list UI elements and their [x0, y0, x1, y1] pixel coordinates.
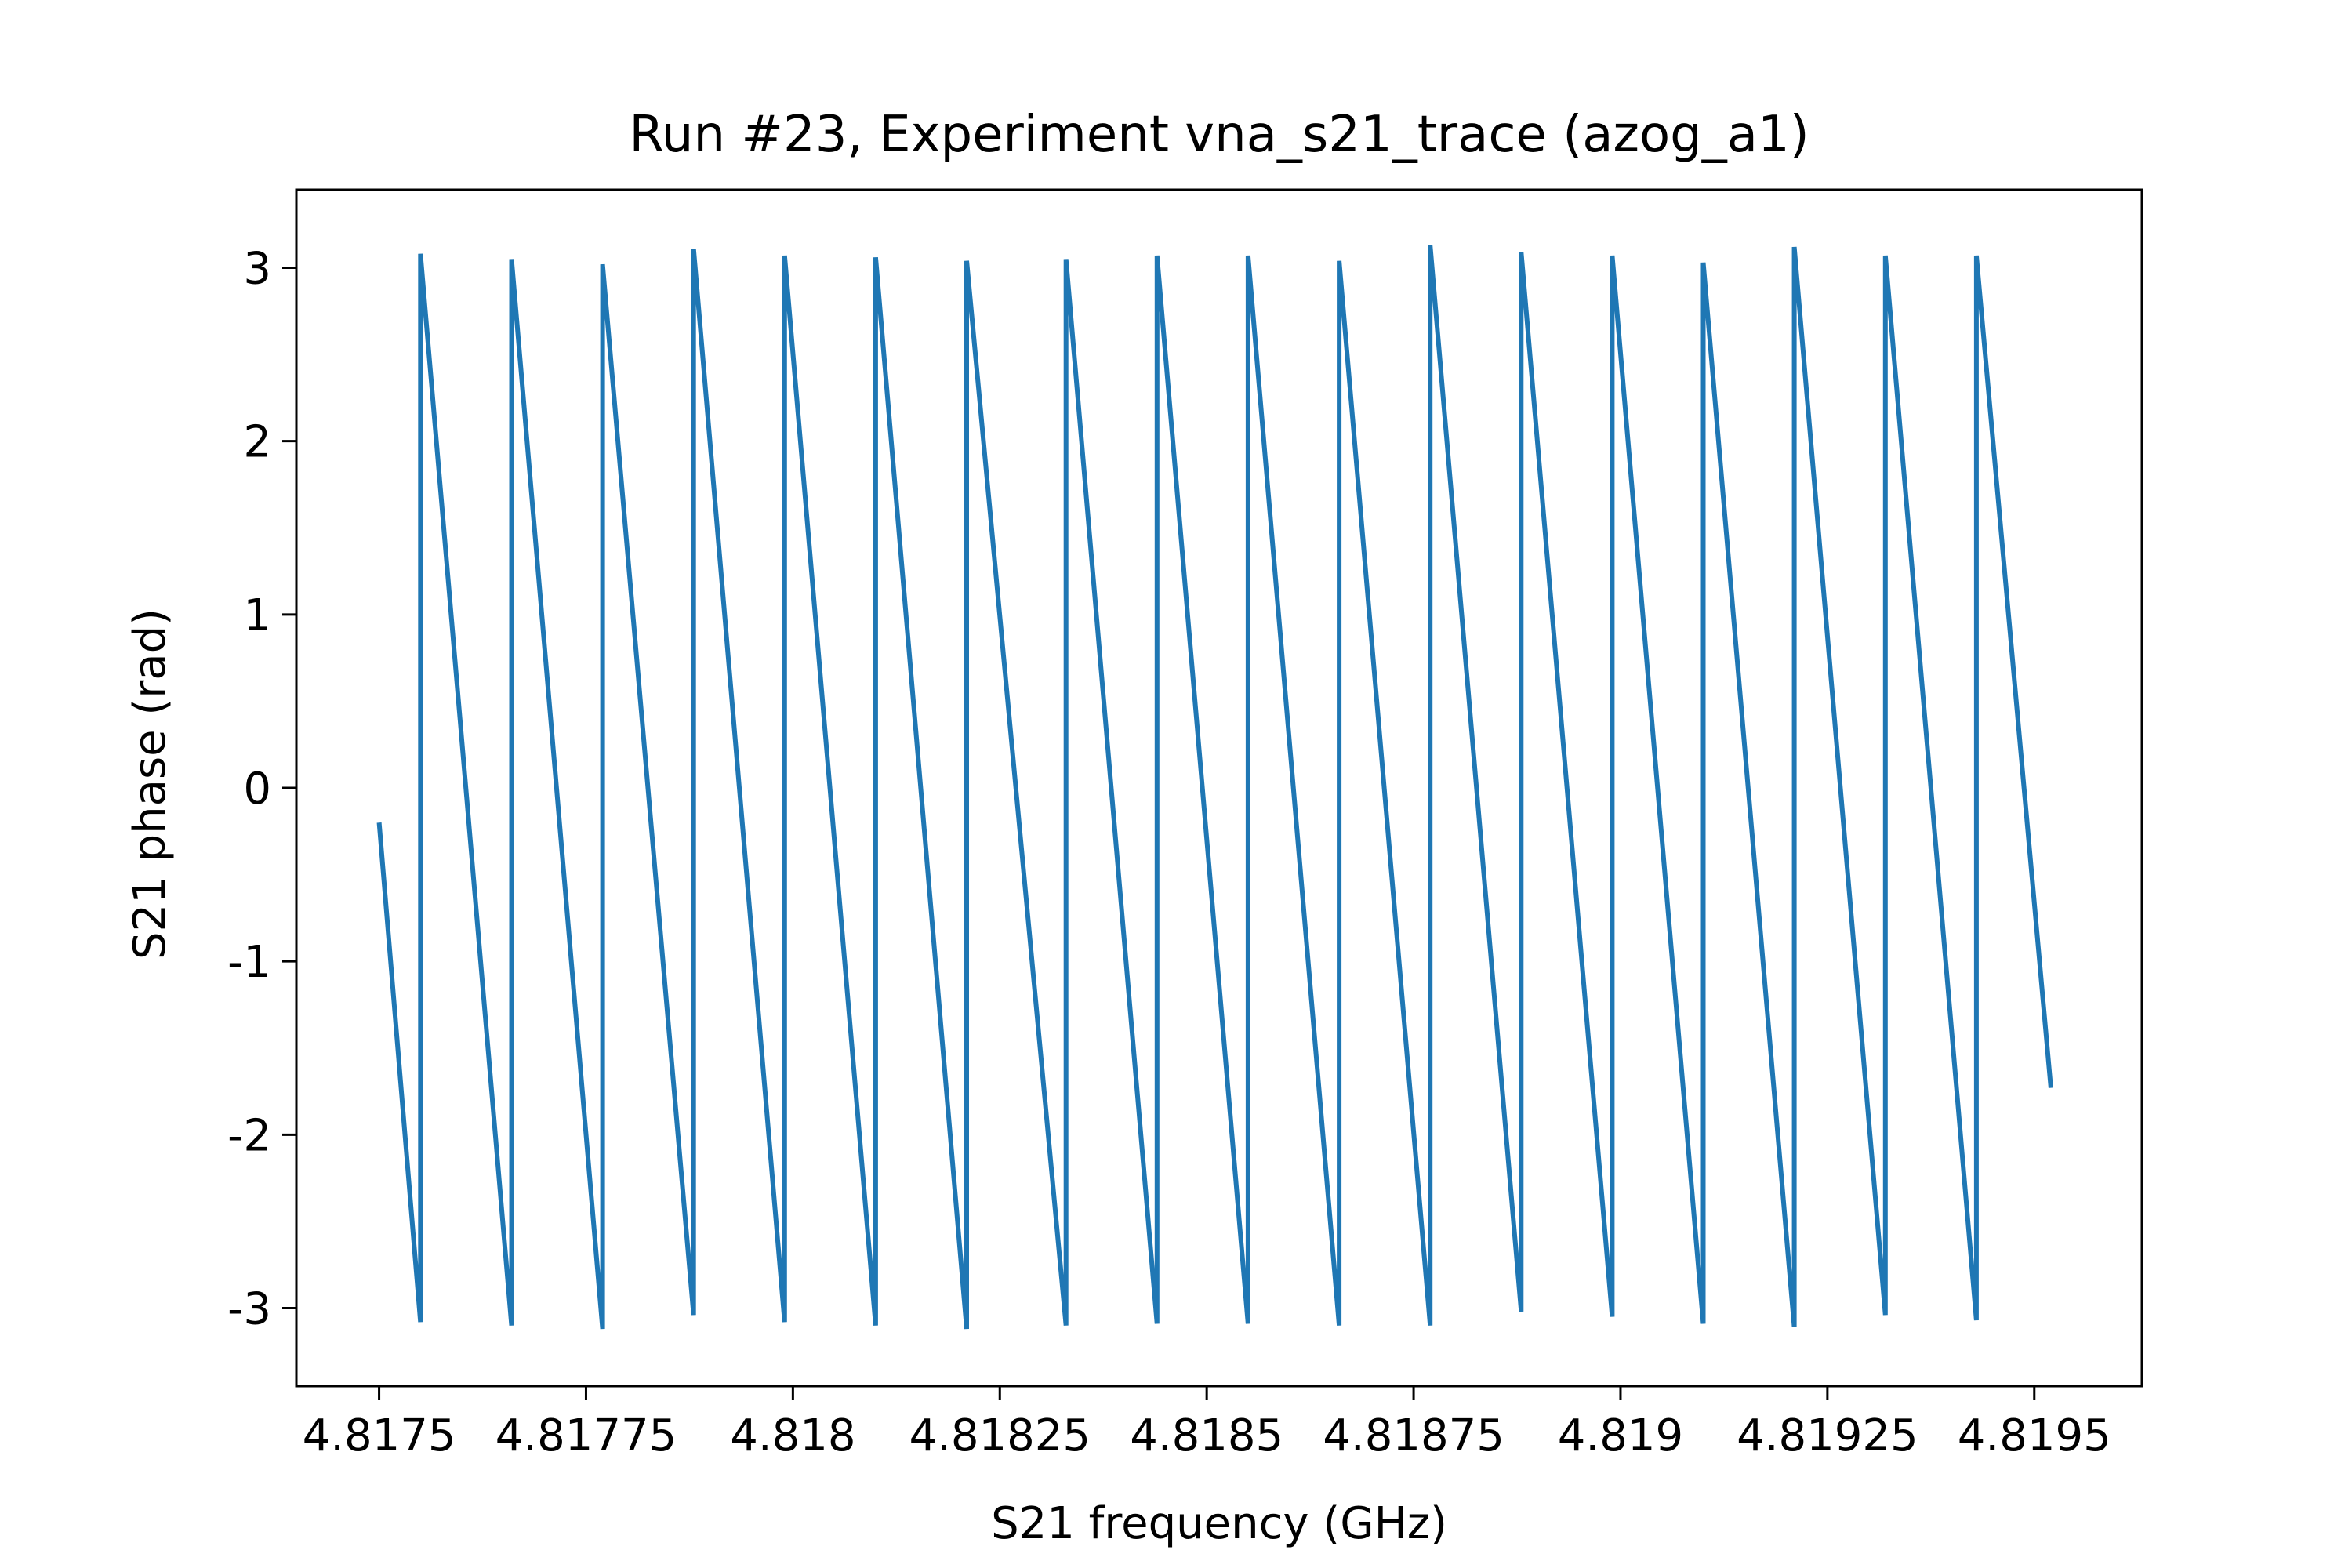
y-tick-label: 1 [243, 590, 271, 641]
y-tick-label: 3 [243, 244, 271, 295]
x-tick-label: 4.81925 [1737, 1410, 1918, 1461]
y-axis-label: S21 phase (rad) [125, 608, 176, 960]
x-tick-label: 4.81825 [909, 1410, 1091, 1461]
x-axis: 4.8175 4.81775 4.818 4.81825 4.8185 4.81875 4.… [303, 1386, 2111, 1461]
x-axis-label: S21 frequency (GHz) [991, 1498, 1447, 1549]
x-tick-label: 4.81775 [495, 1410, 677, 1461]
x-tick-label: 4.8185 [1130, 1410, 1283, 1461]
chart-title: Run #23, Experiment vna_s21_trace (azog_… [629, 106, 1809, 164]
phase-series-line [376, 245, 2053, 1330]
x-tick-label: 4.818 [730, 1410, 855, 1461]
y-tick-label: -3 [227, 1283, 271, 1334]
x-tick-label: 4.8195 [1958, 1410, 2111, 1461]
y-tick-label: 2 [243, 417, 271, 468]
series-layer [376, 245, 2053, 1330]
y-axis: 3 2 1 0 -1 -2 -3 [227, 244, 296, 1334]
y-tick-label: -2 [227, 1110, 271, 1161]
x-tick-label: 4.819 [1558, 1410, 1683, 1461]
x-tick-label: 4.81875 [1323, 1410, 1504, 1461]
y-tick-label: -1 [227, 937, 271, 988]
y-tick-label: 0 [243, 764, 271, 815]
x-tick-label: 4.8175 [303, 1410, 456, 1461]
